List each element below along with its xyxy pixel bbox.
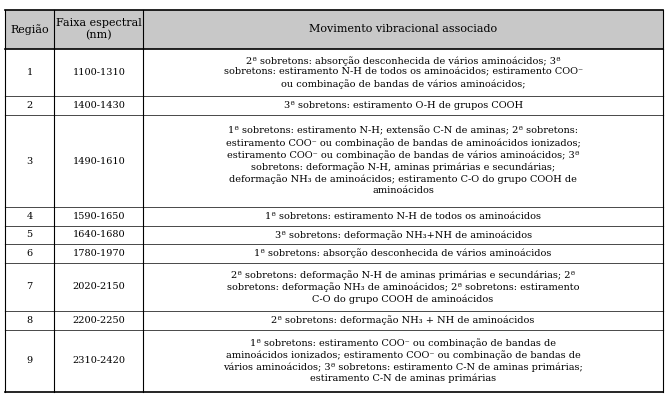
Text: 1: 1 [27,68,33,77]
Text: 1ª sobretons: estiramento COO⁻ ou combinação de bandas de
aminoácidos ionizados;: 1ª sobretons: estiramento COO⁻ ou combin… [223,338,583,384]
Text: 8: 8 [27,316,33,325]
Text: 1100-1310: 1100-1310 [72,68,125,77]
Text: 6: 6 [27,249,33,258]
Text: Faixa espectral
(nm): Faixa espectral (nm) [56,18,142,41]
Text: 1ª sobretons: estiramento N-H de todos os aminoácidos: 1ª sobretons: estiramento N-H de todos o… [265,212,541,221]
Bar [5,10,663,48]
Text: 2: 2 [27,101,33,110]
Text: 1400-1430: 1400-1430 [72,101,125,110]
Text: 7: 7 [27,282,33,291]
Text: 1ª sobretons: estiramento N-H; extensão C-N de aminas; 2ª sobretons:
estiramento: 1ª sobretons: estiramento N-H; extensão … [226,127,580,195]
Bar [5,48,663,96]
Text: 2ª sobretons: deformação NH₃ + NH de aminoácidos: 2ª sobretons: deformação NH₃ + NH de ami… [271,315,535,325]
Bar [5,311,663,330]
Text: Região: Região [11,24,49,35]
Text: 2310-2420: 2310-2420 [72,356,126,365]
Bar [5,225,663,244]
Bar [5,244,663,263]
Text: 3ª sobretons: estiramento O-H de grupos COOH: 3ª sobretons: estiramento O-H de grupos … [283,101,522,110]
Text: 2ª sobretons: absorção desconhecida de vários aminoácidos; 3ª
sobretons: estiram: 2ª sobretons: absorção desconhecida de v… [224,56,582,89]
Bar [5,96,663,115]
Bar [5,207,663,225]
Text: 1640-1680: 1640-1680 [72,230,125,239]
Text: 2200-2250: 2200-2250 [72,316,125,325]
Bar [5,263,663,311]
Text: 4: 4 [27,212,33,221]
Text: 1590-1650: 1590-1650 [73,212,125,221]
Text: 3: 3 [27,156,33,166]
Text: 2020-2150: 2020-2150 [72,282,125,291]
Text: 1780-1970: 1780-1970 [72,249,125,258]
Bar [5,115,663,207]
Text: 3ª sobretons: deformação NH₃+NH de aminoácidos: 3ª sobretons: deformação NH₃+NH de amino… [275,230,532,240]
Bar [5,330,663,392]
Text: 9: 9 [27,356,33,365]
Text: 2ª sobretons: deformação N-H de aminas primárias e secundárias; 2ª
sobretons: de: 2ª sobretons: deformação N-H de aminas p… [227,270,579,304]
Text: 1ª sobretons: absorção desconhecida de vários aminoácidos: 1ª sobretons: absorção desconhecida de v… [255,249,552,258]
Text: 5: 5 [27,230,33,239]
Text: Movimento vibracional associado: Movimento vibracional associado [309,24,497,34]
Text: 1490-1610: 1490-1610 [72,156,125,166]
